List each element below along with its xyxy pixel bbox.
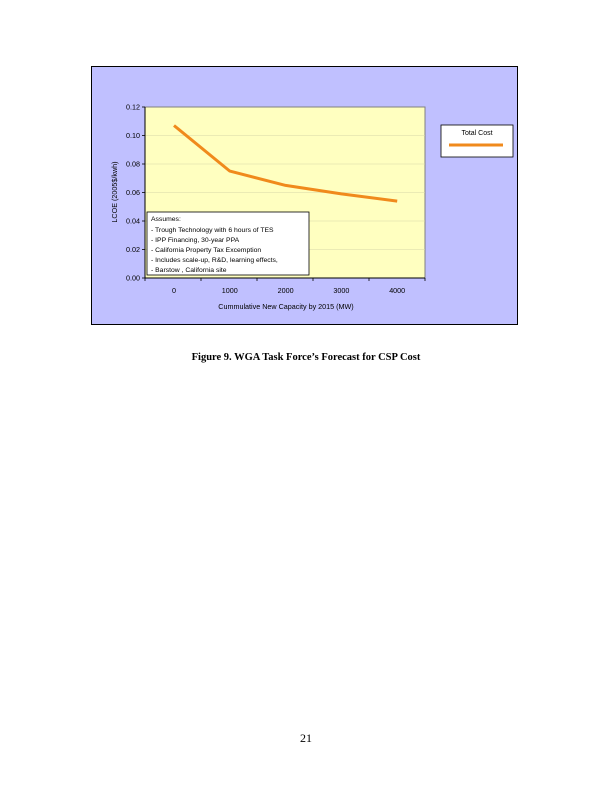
assumption-line: - Trough Technology with 6 hours of TES <box>151 227 274 234</box>
chart-frame: 0.00 0.02 0.04 0.06 0.08 0.10 0.12 0 1000 2000 30… <box>91 66 518 325</box>
x-axis-ticks: 0 1000 2000 3000 4000 <box>144 278 426 295</box>
x-axis-label: Cummulative New Capacity by 2015 (MW) <box>218 302 353 311</box>
assumption-line: - Includes scale-up, R&D, learning effec… <box>151 257 278 264</box>
y-tick-label: 0.10 <box>126 131 140 140</box>
y-tick-label: 0.12 <box>126 103 140 112</box>
x-tick-label: 3000 <box>333 286 349 295</box>
x-tick-label: 0 <box>172 286 176 295</box>
y-tick-label: 0.08 <box>126 160 140 169</box>
y-axis-label: LCOE (2005$/kwh) <box>110 161 119 222</box>
x-tick-label: 4000 <box>389 286 405 295</box>
y-tick-label: 0.02 <box>126 245 140 254</box>
assumptions-title: Assumes: <box>151 216 181 223</box>
assumption-line: - Barstow , California site <box>151 267 227 274</box>
total-cost-line <box>173 124 398 203</box>
y-tick-label: 0.04 <box>126 217 140 226</box>
x-tick-label: 1000 <box>222 286 238 295</box>
y-tick-label: 0.06 <box>126 188 140 197</box>
assumptions-box <box>146 211 310 276</box>
legend-label-total-cost: Total Cost <box>461 130 492 137</box>
x-tick-label: 2000 <box>278 286 294 295</box>
y-axis-ticks: 0.00 0.02 0.04 0.06 0.08 0.10 0.12 <box>126 103 145 283</box>
page-number: 21 <box>300 731 312 745</box>
assumption-line: - IPP Financing, 30-year PPA <box>151 237 240 244</box>
assumption-line: - California Property Tax Excemption <box>151 247 261 254</box>
y-tick-label: 0.00 <box>126 274 140 283</box>
chart-svg: 0.00 0.02 0.04 0.06 0.08 0.10 0.12 0 1000 2000 30… <box>110 103 514 311</box>
legend-box <box>440 124 514 158</box>
figure-caption: Figure 9. WGA Task Force’s Forecast for … <box>191 352 421 363</box>
